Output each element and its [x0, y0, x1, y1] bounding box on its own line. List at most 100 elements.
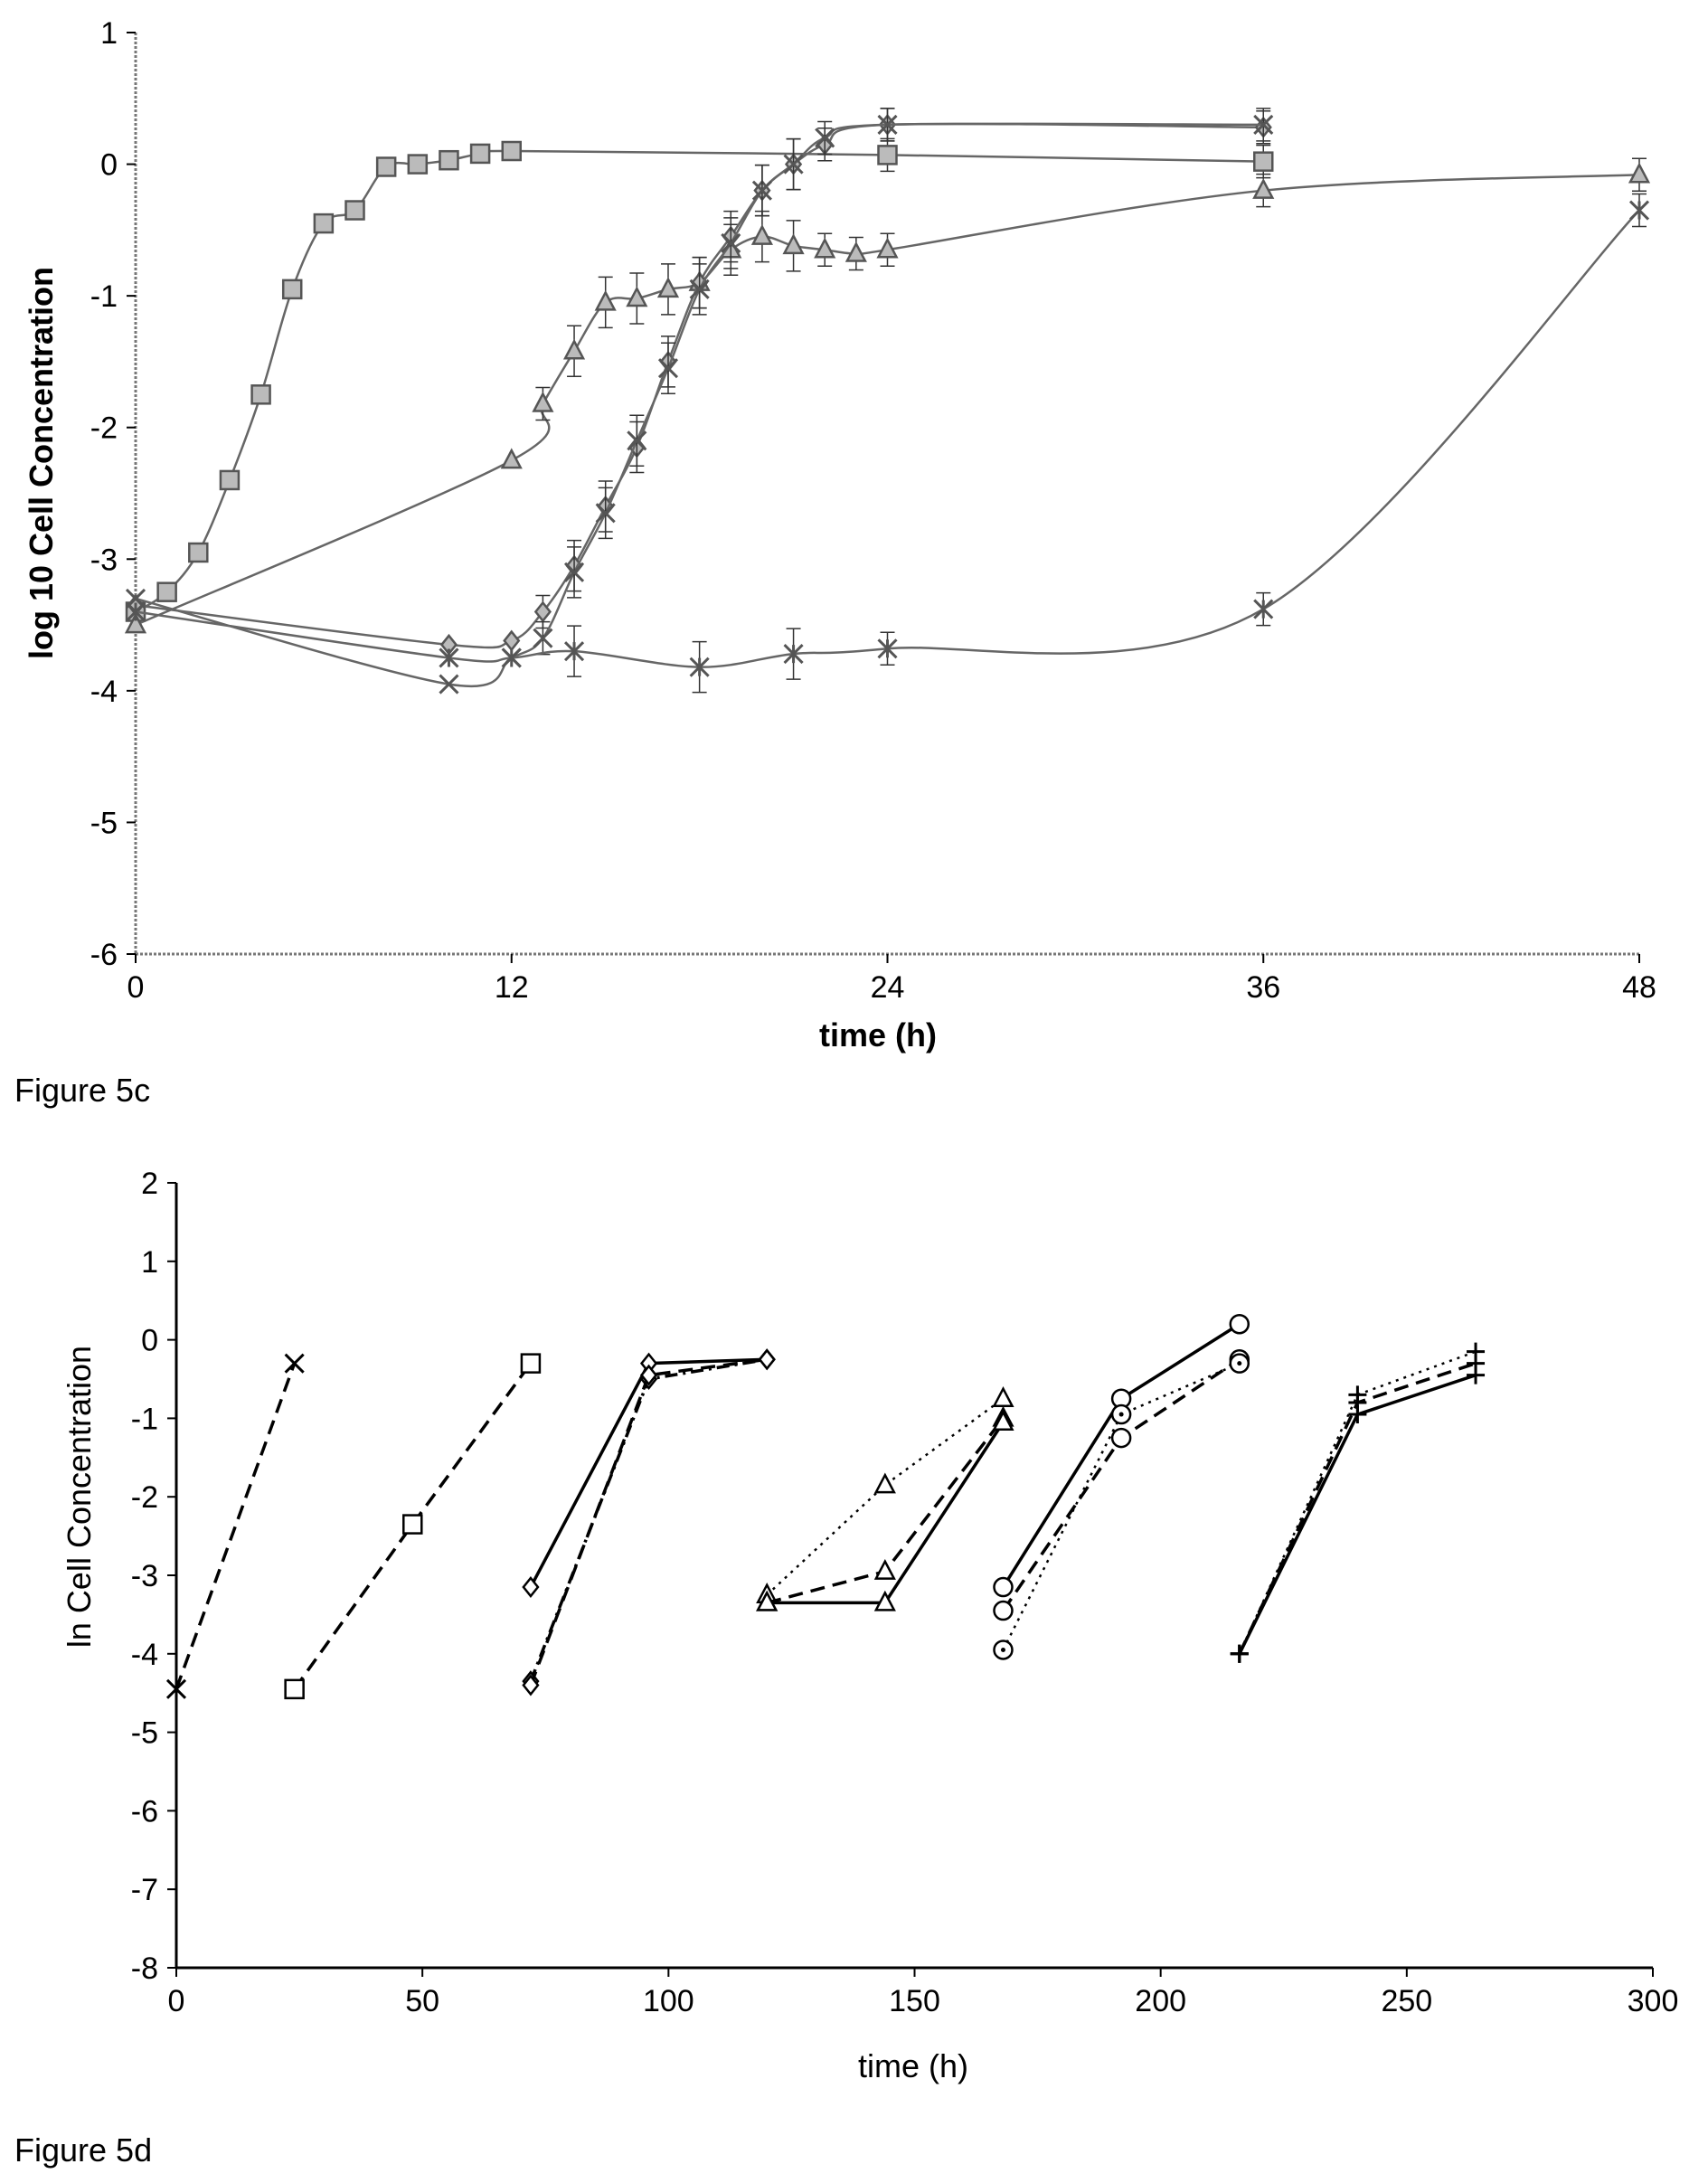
data-point-circle	[1229, 1313, 1250, 1335]
c1-y-tick-label: -1	[90, 279, 118, 314]
data-point-triangle	[626, 286, 648, 307]
chart-5d-series-x-dashed	[165, 1353, 305, 1699]
c2-y-tick-label: -8	[131, 1951, 158, 1986]
c2-x-tick-label: 100	[643, 1984, 694, 2018]
data-point-x	[284, 1353, 305, 1374]
data-point-square	[402, 1514, 423, 1535]
series-line	[135, 122, 1264, 649]
chart-5d-x-axis-label: time (h)	[858, 2047, 968, 2084]
series-line	[529, 1357, 768, 1687]
data-point-square	[877, 145, 898, 165]
c2-y-tick-label: -6	[131, 1794, 158, 1829]
c1-y-tick-label: -5	[90, 806, 118, 840]
data-point-x	[783, 154, 804, 175]
data-point-star	[877, 638, 898, 659]
data-point-plus	[1467, 1342, 1486, 1361]
data-point-diamond	[503, 629, 521, 652]
c2-y-tick-label: -5	[131, 1716, 158, 1751]
data-point-triangle	[873, 1472, 896, 1494]
data-point-x	[657, 358, 679, 379]
data-point-x	[533, 628, 553, 648]
data-point-x	[721, 232, 741, 253]
data-point-circle-dot	[993, 1640, 1014, 1660]
c1-x-tick-label: 48	[1622, 970, 1656, 1005]
data-point-circle	[993, 1600, 1014, 1621]
chart-5d-series	[165, 1313, 1486, 1700]
data-point-square	[156, 581, 177, 602]
data-point-x	[165, 1678, 187, 1699]
series-line	[135, 149, 1264, 613]
c1-y-tick-label: -2	[90, 411, 118, 446]
data-point-circle-dot	[1110, 1403, 1132, 1425]
data-point-square	[439, 149, 459, 171]
data-point-star	[125, 601, 146, 622]
data-point-diamond	[639, 1364, 658, 1386]
chart-5c-y-axis-label: log 10 Cell Concentration	[23, 267, 60, 659]
data-point-star	[1253, 599, 1274, 619]
data-point-square	[284, 1678, 305, 1700]
c1-x-tick-label: 12	[495, 970, 529, 1005]
data-point-triangle	[656, 277, 680, 298]
data-point-circle-dot	[1229, 1353, 1250, 1374]
data-point-square	[188, 542, 209, 563]
data-point-triangle	[500, 448, 523, 469]
data-point-star	[563, 641, 585, 662]
c2-y-tick-label: 1	[141, 1245, 158, 1280]
data-point-x	[751, 180, 772, 201]
data-point-triangle	[532, 391, 554, 412]
data-point-x	[627, 430, 647, 451]
data-point-diamond	[758, 1348, 776, 1371]
chart-5d-series-square-dashed	[284, 1353, 542, 1700]
data-point-triangle	[756, 1590, 779, 1611]
chart-5d-series-plus-dotted	[1230, 1342, 1486, 1663]
figure-5c-caption: Figure 5c	[14, 1072, 150, 1109]
data-point-square	[219, 469, 241, 491]
chart-5d-series-diamond-dashed	[522, 1348, 776, 1696]
chart-5c-series	[124, 108, 1651, 695]
series-line	[135, 122, 1264, 688]
data-point-x	[877, 114, 898, 135]
data-point-diamond	[522, 1674, 540, 1696]
c2-x-tick-label: 50	[405, 1984, 439, 2018]
c1-x-tick-label: 0	[127, 970, 145, 1005]
c2-y-tick-label: -7	[131, 1873, 158, 1907]
data-point-triangle	[876, 237, 899, 259]
series-line	[1001, 1322, 1241, 1588]
series-line	[135, 209, 1640, 668]
data-point-diamond	[522, 1576, 540, 1599]
c2-y-tick-label: -4	[131, 1638, 158, 1672]
chart-5c-series-square	[125, 137, 1274, 622]
figure-5d-caption: Figure 5d	[14, 2131, 152, 2169]
data-point-square	[407, 154, 429, 175]
c2-y-tick-label: 0	[141, 1324, 158, 1358]
chart-5d: 2 1 0 -1 -2 -3 -4 -5 -6 -7 -8 0 50 100 150 200 250 300 ti…	[61, 1167, 1678, 2084]
chart-5c-axes: 1 0 -1 -2 -3 -4 -5 -6 0 12 24 36 48	[90, 16, 1656, 1005]
data-point-square	[313, 213, 335, 234]
data-point-star	[1628, 200, 1650, 221]
c1-y-tick-label: -6	[90, 938, 118, 972]
c2-x-tick-label: 150	[889, 1984, 940, 2018]
data-point-triangle	[750, 223, 773, 245]
c1-y-tick-label: -3	[90, 543, 118, 577]
data-point-x	[439, 674, 459, 695]
chart-5d-series-diamond-dashdot	[522, 1348, 776, 1693]
data-point-triangle	[1252, 178, 1275, 199]
chart-5d-series-triangle-dashed	[756, 1405, 1014, 1611]
data-point-square	[344, 200, 365, 221]
chart-5c-x-axis-label: time (h)	[819, 1016, 937, 1054]
data-point-circle	[1110, 1427, 1132, 1449]
data-point-triangle	[594, 289, 617, 311]
c2-x-tick-label: 200	[1135, 1984, 1186, 2018]
data-point-star	[439, 647, 459, 668]
data-point-square	[281, 279, 303, 300]
series-line	[529, 1357, 768, 1588]
chart-5d-series-triangle-solid	[756, 1410, 1014, 1611]
data-point-star	[501, 647, 522, 668]
c1-y-tick-label: 1	[100, 16, 118, 51]
chart-5c-series-diamond	[127, 108, 1272, 656]
data-point-plus	[1348, 1385, 1367, 1404]
data-point-square	[375, 156, 397, 177]
c2-x-tick-label: 0	[168, 1984, 185, 2018]
c2-y-tick-label: -2	[131, 1480, 158, 1515]
data-point-square	[520, 1353, 542, 1374]
